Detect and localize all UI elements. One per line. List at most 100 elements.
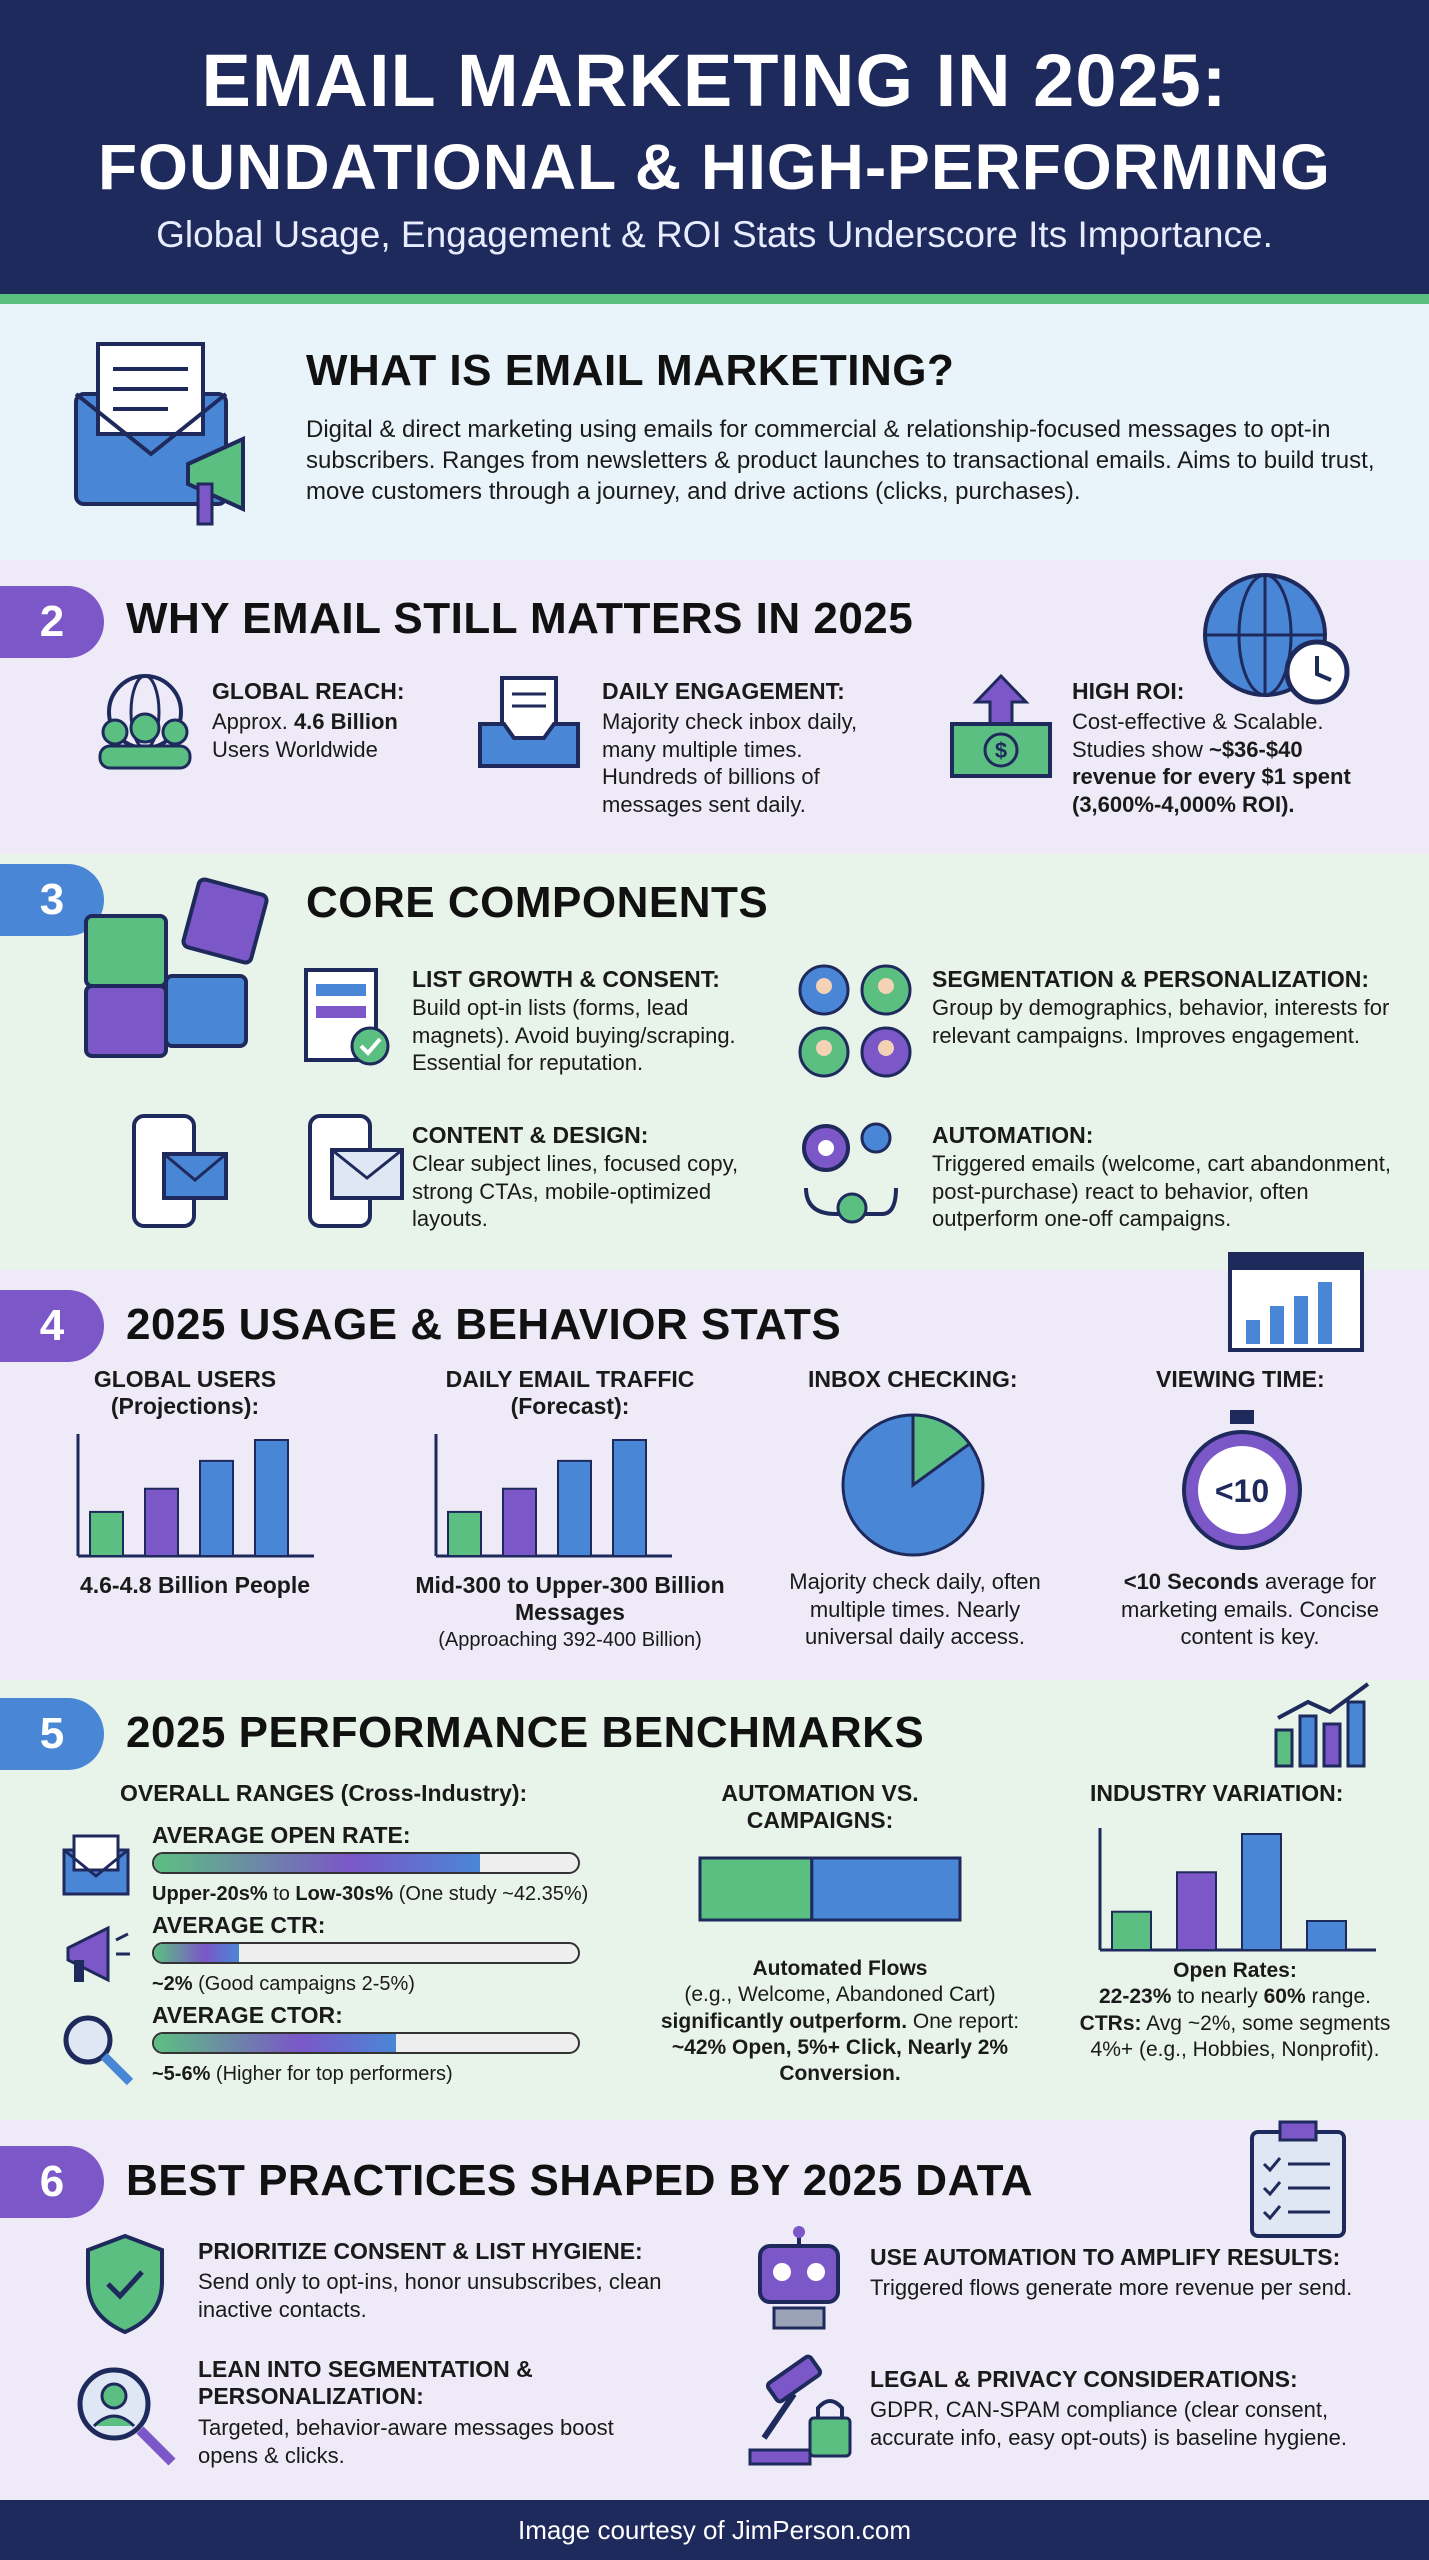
stopwatch-value: <10 <box>1215 1473 1269 1509</box>
bar-4 <box>1306 1920 1347 1951</box>
section-title: CORE COMPONENTS <box>306 878 769 927</box>
ctr-title: AVERAGE CTR: <box>152 1912 326 1938</box>
ctor-title: AVERAGE CTOR: <box>152 2002 343 2028</box>
users-title: GLOBAL USERS (Projections): <box>93 1366 277 1419</box>
component-content-body: Clear subject lines, focused copy, stron… <box>412 1151 739 1231</box>
section-number-badge: 6 <box>0 2146 104 2218</box>
industry-bar-chart <box>1098 1828 1376 1952</box>
stopwatch-icon: <10 <box>1182 1410 1302 1550</box>
inbox-tray-icon <box>478 676 580 768</box>
ctr-bar <box>152 1942 580 1964</box>
practice-consent-body: Send only to opt-ins, honor unsubscribes… <box>198 2269 662 2322</box>
email-megaphone-icon <box>74 342 245 526</box>
component-automation-body: Triggered emails (welcome, cart abandonm… <box>932 1151 1391 1231</box>
ctor-caption: ~5-6% (Higher for top performers) <box>152 2063 453 2085</box>
globe-clock-icon <box>1203 573 1350 705</box>
component-content-title: CONTENT & DESIGN: <box>412 1122 649 1148</box>
bar-1 <box>447 1510 482 1557</box>
traffic-title: DAILY EMAIL TRAFFIC (Forecast): <box>445 1366 695 1419</box>
person-search-icon <box>77 2367 176 2466</box>
section-title: BEST PRACTICES SHAPED BY 2025 DATA <box>126 2156 1033 2205</box>
bar-1 <box>1111 1910 1152 1951</box>
accent-stripe <box>0 294 1429 304</box>
section-title: WHAT IS EMAIL MARKETING? <box>306 346 955 395</box>
open-rate-caption: Upper-20s% to Low-30s% (One study ~42.35… <box>152 1883 589 1905</box>
section-what-is: WHAT IS EMAIL MARKETING? Digital & direc… <box>0 304 1429 560</box>
title-line2: FOUNDATIONAL & HIGH-PERFORMING <box>98 131 1331 203</box>
footer-credit: Image courtesy of JimPerson.com <box>0 2500 1429 2560</box>
gavel-lock-icon <box>748 2354 852 2466</box>
traffic-bar-chart <box>434 1434 672 1558</box>
practice-segmentation-title: LEAN INTO SEGMENTATION & PERSONALIZATION… <box>198 2356 533 2409</box>
phone-email-icon <box>132 1114 228 1228</box>
automation-segment <box>698 1856 814 1922</box>
practice-consent-title: PRIORITIZE CONSENT & LIST HYGIENE: <box>198 2238 643 2264</box>
practice-segmentation-body: Targeted, behavior-aware messages boost … <box>198 2415 614 2468</box>
section-title: 2025 PERFORMANCE BENCHMARKS <box>126 1708 925 1757</box>
users-bar-chart <box>76 1434 314 1558</box>
robot-icon <box>758 2226 840 2330</box>
engagement-title: DAILY ENGAGEMENT: <box>602 678 845 704</box>
overall-title: OVERALL RANGES (Cross-Industry): <box>120 1780 528 1806</box>
section-core-components: 3 CORE COMPONENTS LIST GROWTH & CONSENT:… <box>0 854 1429 1270</box>
component-list-title: LIST GROWTH & CONSENT: <box>412 966 720 992</box>
email-icon <box>62 1834 130 1896</box>
inbox-pie-chart <box>841 1413 985 1557</box>
section-benchmarks: 5 2025 PERFORMANCE BENCHMARKS OVERALL RA… <box>0 1680 1429 2120</box>
section-number-badge: 4 <box>0 1290 104 1362</box>
traffic-caption: Mid-300 to Upper-300 Billion Messages <box>415 1572 725 1625</box>
section-best-practices: 6 BEST PRACTICES SHAPED BY 2025 DATA PRI… <box>0 2120 1429 2500</box>
magnifier-icon <box>63 2015 134 2086</box>
mobile-mail-icon <box>308 1114 404 1228</box>
megaphone-icon <box>66 1925 130 1983</box>
inbox-caption: Majority check daily, often multiple tim… <box>789 1569 1041 1649</box>
people-avatars-icon <box>798 964 912 1078</box>
traffic-note: (Approaching 392-400 Billion) <box>438 1629 702 1651</box>
section-number-badge: 5 <box>0 1698 104 1770</box>
subtitle: Global Usage, Engagement & ROI Stats Und… <box>156 214 1273 255</box>
form-check-icon <box>304 968 390 1066</box>
svg-text:$: $ <box>995 738 1007 763</box>
inbox-title: INBOX CHECKING: <box>808 1366 1018 1392</box>
practice-legal-title: LEGAL & PRIVACY CONSIDERATIONS: <box>870 2366 1298 2392</box>
section-number-badge: 2 <box>0 586 104 658</box>
component-automation-title: AUTOMATION: <box>932 1122 1094 1148</box>
roi-body: Cost-effective & Scalable. Studies show … <box>1072 709 1351 817</box>
section-title: WHY EMAIL STILL MATTERS IN 2025 <box>126 594 914 643</box>
bar-2 <box>1176 1871 1217 1951</box>
engagement-body: Majority check inbox daily, many multipl… <box>602 709 858 817</box>
bar-3 <box>557 1459 592 1558</box>
open-rate-title: AVERAGE OPEN RATE: <box>152 1822 411 1848</box>
automation-vs-title: AUTOMATION VS. CAMPAIGNS: <box>721 1780 919 1833</box>
practice-automation-body: Triggered flows generate more revenue pe… <box>870 2275 1353 2300</box>
section-why: 2 WHY EMAIL STILL MATTERS IN 2025 GLOBAL… <box>0 560 1429 854</box>
component-segmentation-body: Group by demographics, behavior, interes… <box>932 995 1390 1048</box>
bar-2 <box>144 1487 179 1557</box>
title-line1: EMAIL MARKETING IN 2025: <box>201 39 1228 122</box>
section-title: 2025 USAGE & BEHAVIOR STATS <box>126 1300 842 1349</box>
automation-gears-icon <box>802 1122 898 1224</box>
puzzle-icon <box>84 877 269 1058</box>
header: EMAIL MARKETING IN 2025: FOUNDATIONAL & … <box>0 0 1429 294</box>
open-rate-bar <box>152 1852 580 1874</box>
ctor-bar <box>152 2032 580 2054</box>
roi-title: HIGH ROI: <box>1072 678 1185 704</box>
ctr-caption: ~2% (Good campaigns 2-5%) <box>152 1973 415 1995</box>
pie-slice-minority <box>911 1413 972 1488</box>
reach-body: Approx. 4.6 Billion Users Worldwide <box>212 709 398 762</box>
component-segmentation-title: SEGMENTATION & PERSONALIZATION: <box>932 966 1369 992</box>
global-users-icon <box>98 674 192 770</box>
practice-legal-body: GDPR, CAN-SPAM compliance (clear consent… <box>870 2397 1347 2450</box>
industry-caption: Open Rates: 22-23% to nearly 60% range. CT… <box>1079 1959 1391 2061</box>
bar-4 <box>612 1439 647 1557</box>
practice-automation-title: USE AUTOMATION TO AMPLIFY RESULTS: <box>870 2244 1341 2270</box>
users-caption: 4.6-4.8 Billion People <box>79 1572 311 1598</box>
industry-title: INDUSTRY VARIATION: <box>1090 1780 1344 1806</box>
bar-3 <box>1241 1833 1282 1951</box>
clipboard-checklist-icon <box>1250 2120 1346 2238</box>
campaign-segment <box>810 1856 962 1922</box>
component-list-body: Build opt-in lists (forms, lead magnets)… <box>412 995 736 1075</box>
reach-title: GLOBAL REACH: <box>212 678 405 704</box>
money-arrow-icon: $ <box>950 673 1052 778</box>
growth-chart-icon <box>1274 1682 1370 1768</box>
